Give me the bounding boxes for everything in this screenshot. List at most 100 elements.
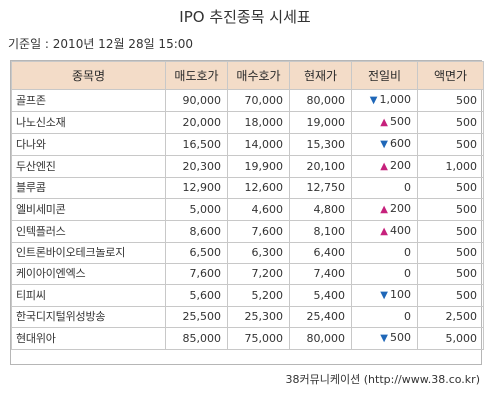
current-price-cell: 20,100 — [289, 155, 352, 178]
down-triangle-icon: ▼ — [369, 95, 378, 106]
ask-price-cell: 20,300 — [165, 155, 228, 178]
change-value: 0 — [404, 181, 411, 194]
ask-price-cell: 90,000 — [165, 89, 228, 112]
bid-price-cell: 14,000 — [227, 133, 290, 156]
change-cell: ▼ 100 — [351, 284, 418, 307]
change-cell: ▼ 500 — [351, 327, 418, 350]
current-price-cell: 4,800 — [289, 198, 352, 221]
page-title: IPO 추진종목 시세표 — [179, 8, 311, 26]
table-row: 나노신소재 20,000 18,000 19,000 ▲ 500 500 — [11, 111, 484, 134]
stock-name-cell: 엘비세미콘 — [11, 198, 166, 221]
ask-price-cell: 12,900 — [165, 177, 228, 199]
ipo-price-table: 종목명 매도호가 매수호가 현재가 전일비 액면가 골프존 90,000 70,00… — [11, 61, 484, 350]
table-body: 골프존 90,000 70,000 80,000 ▼ 1,000 500 나노신소재 20,00… — [11, 89, 484, 350]
ask-price-cell: 16,500 — [165, 133, 228, 156]
header-bid-price: 매수호가 — [227, 61, 290, 90]
table-row: 엘비세미콘 5,000 4,600 4,800 ▲ 200 500 — [11, 198, 484, 221]
par-value-cell: 500 — [417, 133, 484, 156]
table-row: 케이아이엔엑스 7,600 7,200 7,400 0 500 — [11, 263, 484, 285]
table-row: 현대위아 85,000 75,000 80,000 ▼ 500 5,000 — [11, 327, 484, 350]
ask-price-cell: 5,600 — [165, 284, 228, 307]
header-stock-name: 종목명 — [11, 61, 166, 90]
stock-name-cell: 현대위아 — [11, 327, 166, 350]
table-row: 한국디지털위성방송 25,500 25,300 25,400 0 2,500 — [11, 306, 484, 328]
bid-price-cell: 7,200 — [227, 263, 290, 285]
par-value-cell: 500 — [417, 284, 484, 307]
change-value: 200 — [390, 159, 411, 172]
stock-name-cell: 다나와 — [11, 133, 166, 156]
table-row: 인텍플러스 8,600 7,600 8,100 ▲ 400 500 — [11, 220, 484, 243]
stock-name-cell: 블루콤 — [11, 177, 166, 199]
stock-name-cell: 두산엔진 — [11, 155, 166, 178]
ask-price-cell: 20,000 — [165, 111, 228, 134]
change-cell: 0 — [351, 263, 418, 285]
ask-price-cell: 7,600 — [165, 263, 228, 285]
change-cell: ▲ 200 — [351, 155, 418, 178]
change-value: 0 — [404, 246, 411, 259]
par-value-cell: 500 — [417, 177, 484, 199]
stock-name-cell: 티피씨 — [11, 284, 166, 307]
down-triangle-icon: ▼ — [380, 290, 388, 301]
bid-price-cell: 25,300 — [227, 306, 290, 328]
header-par-value: 액면가 — [417, 61, 484, 90]
table-row: 골프존 90,000 70,000 80,000 ▼ 1,000 500 — [11, 89, 484, 112]
change-cell: 0 — [351, 242, 418, 264]
basis-date: 기준일 : 2010년 12월 28일 15:00 — [8, 37, 194, 51]
up-triangle-icon: ▲ — [380, 226, 388, 237]
table-row: 두산엔진 20,300 19,900 20,100 ▲ 200 1,000 — [11, 155, 484, 178]
header-ask-price: 매도호가 — [165, 61, 228, 90]
change-cell: 0 — [351, 306, 418, 328]
stock-name-cell: 인텍플러스 — [11, 220, 166, 243]
change-cell: ▼ 1,000 — [351, 89, 418, 112]
ask-price-cell: 8,600 — [165, 220, 228, 243]
current-price-cell: 12,750 — [289, 177, 352, 199]
bid-price-cell: 5,200 — [227, 284, 290, 307]
change-cell: ▲ 200 — [351, 198, 418, 221]
table-header: 종목명 매도호가 매수호가 현재가 전일비 액면가 — [11, 61, 484, 90]
change-cell: ▲ 500 — [351, 111, 418, 134]
change-value: 200 — [390, 202, 411, 215]
current-price-cell: 25,400 — [289, 306, 352, 328]
par-value-cell: 500 — [417, 220, 484, 243]
table-row: 티피씨 5,600 5,200 5,400 ▼ 100 500 — [11, 284, 484, 307]
current-price-cell: 7,400 — [289, 263, 352, 285]
par-value-cell: 500 — [417, 198, 484, 221]
bid-price-cell: 75,000 — [227, 327, 290, 350]
up-triangle-icon: ▲ — [380, 204, 388, 215]
change-value: 0 — [404, 267, 411, 280]
par-value-cell: 500 — [417, 111, 484, 134]
up-triangle-icon: ▲ — [380, 161, 388, 172]
stock-name-cell: 인트론바이오테크놀로지 — [11, 242, 166, 264]
bid-price-cell: 18,000 — [227, 111, 290, 134]
par-value-cell: 5,000 — [417, 327, 484, 350]
bid-price-cell: 12,600 — [227, 177, 290, 199]
par-value-cell: 1,000 — [417, 155, 484, 178]
stock-name-cell: 나노신소재 — [11, 111, 166, 134]
change-value: 400 — [390, 224, 411, 237]
header-current-price: 현재가 — [289, 61, 352, 90]
stock-name-cell: 골프존 — [11, 89, 166, 112]
current-price-cell: 8,100 — [289, 220, 352, 243]
up-triangle-icon: ▲ — [380, 117, 388, 128]
bid-price-cell: 19,900 — [227, 155, 290, 178]
bid-price-cell: 4,600 — [227, 198, 290, 221]
ipo-price-table-container: 종목명 매도호가 매수호가 현재가 전일비 액면가 골프존 90,000 70,00… — [10, 60, 484, 365]
table-row: 블루콤 12,900 12,600 12,750 0 500 — [11, 177, 484, 199]
change-value: 600 — [390, 137, 411, 150]
par-value-cell: 500 — [417, 89, 484, 112]
change-value: 100 — [390, 288, 411, 301]
par-value-cell: 500 — [417, 263, 484, 285]
par-value-cell: 2,500 — [417, 306, 484, 328]
current-price-cell: 5,400 — [289, 284, 352, 307]
current-price-cell: 80,000 — [289, 327, 352, 350]
stock-name-cell: 케이아이엔엑스 — [11, 263, 166, 285]
par-value-cell: 500 — [417, 242, 484, 264]
change-value: 0 — [404, 310, 411, 323]
table-row: 인트론바이오테크놀로지 6,500 6,300 6,400 0 500 — [11, 242, 484, 264]
ask-price-cell: 85,000 — [165, 327, 228, 350]
bid-price-cell: 7,600 — [227, 220, 290, 243]
change-cell: ▼ 600 — [351, 133, 418, 156]
current-price-cell: 6,400 — [289, 242, 352, 264]
header-change: 전일비 — [351, 61, 418, 90]
